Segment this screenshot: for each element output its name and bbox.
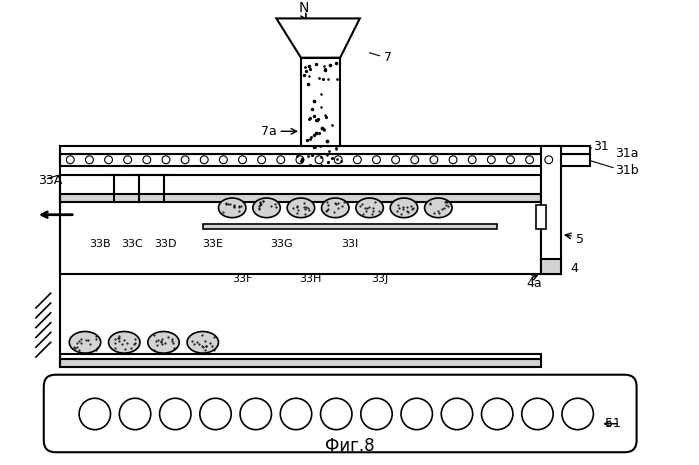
Circle shape bbox=[200, 398, 231, 430]
Bar bbox=[60, 359, 542, 367]
Circle shape bbox=[79, 398, 110, 430]
Ellipse shape bbox=[287, 198, 315, 218]
Text: 33D: 33D bbox=[154, 239, 177, 249]
Circle shape bbox=[124, 156, 131, 164]
Circle shape bbox=[430, 156, 438, 164]
Circle shape bbox=[258, 156, 266, 164]
Text: 31b: 31b bbox=[615, 164, 639, 177]
Circle shape bbox=[296, 156, 304, 164]
Circle shape bbox=[219, 156, 227, 164]
Text: 4a: 4a bbox=[526, 277, 542, 290]
Ellipse shape bbox=[69, 332, 101, 353]
Circle shape bbox=[373, 156, 380, 164]
Circle shape bbox=[507, 156, 514, 164]
Ellipse shape bbox=[322, 198, 349, 218]
Circle shape bbox=[361, 398, 392, 430]
Circle shape bbox=[66, 156, 74, 164]
Bar bbox=[542, 259, 561, 273]
Bar bbox=[60, 154, 591, 166]
Circle shape bbox=[449, 156, 457, 164]
Text: Фиг.8: Фиг.8 bbox=[325, 437, 375, 455]
Text: 31a: 31a bbox=[615, 147, 638, 160]
Circle shape bbox=[181, 156, 189, 164]
Bar bbox=[60, 146, 591, 154]
Bar bbox=[60, 175, 542, 273]
Circle shape bbox=[521, 398, 553, 430]
Bar bbox=[60, 354, 542, 359]
Circle shape bbox=[562, 398, 593, 430]
Text: 33H: 33H bbox=[300, 273, 322, 284]
Ellipse shape bbox=[147, 332, 179, 353]
Circle shape bbox=[120, 398, 151, 430]
Ellipse shape bbox=[424, 198, 452, 218]
Text: 33A: 33A bbox=[38, 174, 62, 187]
Bar bbox=[301, 58, 340, 146]
Ellipse shape bbox=[390, 198, 418, 218]
Text: 51: 51 bbox=[605, 417, 621, 430]
Bar bbox=[536, 205, 547, 229]
Text: 4: 4 bbox=[571, 262, 579, 275]
Text: N: N bbox=[298, 1, 309, 15]
Text: 33C: 33C bbox=[121, 239, 143, 249]
Ellipse shape bbox=[187, 332, 219, 353]
Circle shape bbox=[240, 398, 271, 430]
Circle shape bbox=[238, 156, 247, 164]
Circle shape bbox=[468, 156, 476, 164]
Circle shape bbox=[401, 398, 433, 430]
Circle shape bbox=[159, 398, 191, 430]
Circle shape bbox=[321, 398, 352, 430]
Circle shape bbox=[482, 398, 513, 430]
Circle shape bbox=[441, 398, 473, 430]
Text: 7a: 7a bbox=[261, 125, 276, 138]
Text: 33B: 33B bbox=[89, 239, 110, 249]
Circle shape bbox=[354, 156, 361, 164]
Polygon shape bbox=[276, 19, 360, 58]
Text: 33J: 33J bbox=[370, 273, 388, 284]
Circle shape bbox=[85, 156, 94, 164]
Text: 31: 31 bbox=[593, 140, 609, 153]
Ellipse shape bbox=[356, 198, 383, 218]
Text: 33F: 33F bbox=[232, 273, 252, 284]
Circle shape bbox=[143, 156, 151, 164]
Circle shape bbox=[315, 156, 323, 164]
Circle shape bbox=[411, 156, 419, 164]
Text: 33I: 33I bbox=[341, 239, 359, 249]
Circle shape bbox=[280, 398, 312, 430]
Text: 7: 7 bbox=[384, 51, 392, 64]
Text: 33E: 33E bbox=[202, 239, 223, 249]
Circle shape bbox=[545, 156, 553, 164]
Circle shape bbox=[334, 156, 342, 164]
Circle shape bbox=[526, 156, 533, 164]
Ellipse shape bbox=[253, 198, 280, 218]
Bar bbox=[203, 224, 497, 229]
FancyBboxPatch shape bbox=[44, 375, 637, 452]
Circle shape bbox=[201, 156, 208, 164]
Circle shape bbox=[391, 156, 400, 164]
Circle shape bbox=[105, 156, 113, 164]
Ellipse shape bbox=[108, 332, 140, 353]
Text: 5: 5 bbox=[576, 233, 584, 246]
Bar bbox=[60, 194, 542, 202]
Circle shape bbox=[162, 156, 170, 164]
Text: 33G: 33G bbox=[270, 239, 293, 249]
Ellipse shape bbox=[219, 198, 246, 218]
Circle shape bbox=[277, 156, 284, 164]
Bar bbox=[542, 146, 561, 273]
Circle shape bbox=[487, 156, 496, 164]
